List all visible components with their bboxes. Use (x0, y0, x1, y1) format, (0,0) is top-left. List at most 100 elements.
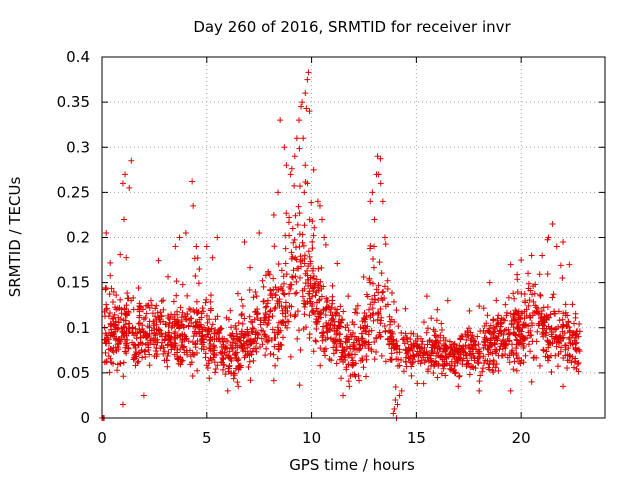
data-point (525, 285, 532, 292)
data-point (162, 331, 169, 338)
data-point (340, 358, 347, 365)
data-point (305, 290, 312, 297)
data-point (134, 330, 141, 337)
data-point (131, 332, 138, 339)
data-point (506, 337, 513, 344)
data-point (289, 225, 296, 232)
data-point (294, 221, 301, 228)
data-point (375, 297, 382, 304)
data-point (304, 180, 311, 187)
data-point (352, 306, 359, 313)
data-point (528, 378, 535, 385)
data-point (530, 355, 537, 362)
data-point (458, 332, 465, 339)
y-tick-label: 0.35 (57, 93, 90, 111)
data-point (451, 362, 458, 369)
data-point (264, 300, 271, 307)
data-point (345, 361, 352, 368)
data-point (247, 264, 254, 271)
data-point (282, 299, 289, 306)
data-point (375, 171, 382, 178)
data-point (365, 331, 372, 338)
data-point (576, 328, 583, 335)
data-point (275, 189, 282, 196)
data-point (285, 318, 292, 325)
data-point (254, 315, 261, 322)
data-point (174, 311, 181, 318)
data-point (330, 344, 337, 351)
data-point (537, 291, 544, 298)
data-point (351, 321, 358, 328)
data-point (448, 358, 455, 365)
data-point (177, 332, 184, 339)
data-point (530, 310, 537, 317)
data-point (299, 99, 306, 106)
data-point (292, 290, 299, 297)
data-point (421, 349, 428, 356)
data-point (392, 396, 399, 403)
data-point (260, 283, 267, 290)
data-point (169, 313, 176, 320)
data-point (142, 348, 149, 355)
data-point (558, 344, 565, 351)
data-point (562, 301, 569, 308)
data-point (506, 359, 513, 366)
y-tick-label: 0.2 (66, 229, 90, 247)
data-point (550, 291, 557, 298)
data-point (566, 352, 573, 359)
data-point (152, 305, 159, 312)
data-point (377, 305, 384, 312)
data-point (307, 258, 314, 265)
data-point (182, 229, 189, 236)
data-point (446, 338, 453, 345)
data-point (117, 338, 124, 345)
data-point (237, 337, 244, 344)
data-point (173, 278, 180, 285)
data-point (262, 304, 269, 311)
data-point (119, 401, 126, 408)
data-point (569, 340, 576, 347)
data-point (560, 383, 567, 390)
data-point (442, 372, 449, 379)
data-point (174, 355, 181, 362)
data-point (536, 362, 543, 369)
data-point (271, 343, 278, 350)
data-point (164, 342, 171, 349)
data-point (220, 356, 227, 363)
data-point (358, 330, 365, 337)
data-point (238, 296, 245, 303)
data-point (209, 321, 216, 328)
data-point (365, 345, 372, 352)
data-point (360, 274, 367, 281)
data-point (260, 298, 267, 305)
data-point (125, 325, 132, 332)
data-point (466, 307, 473, 314)
data-point (185, 322, 192, 329)
data-point (374, 153, 381, 160)
data-point (408, 345, 415, 352)
data-point (271, 243, 278, 250)
data-point (471, 354, 478, 361)
data-point (135, 284, 142, 291)
data-point (565, 335, 572, 342)
data-point (363, 291, 370, 298)
data-point (282, 322, 289, 329)
data-point (102, 349, 109, 356)
data-point (165, 350, 172, 357)
data-point (475, 359, 482, 366)
data-point (293, 135, 300, 142)
data-point (105, 340, 112, 347)
data-point (281, 144, 288, 151)
data-point (146, 351, 153, 358)
data-point (356, 377, 363, 384)
data-point (530, 298, 537, 305)
data-point (247, 377, 254, 384)
data-point (343, 333, 350, 340)
data-point (303, 105, 310, 112)
data-point (517, 315, 524, 322)
data-point (329, 312, 336, 319)
data-point (172, 243, 179, 250)
data-point (153, 316, 160, 323)
data-point (446, 365, 453, 372)
data-point (201, 324, 208, 331)
